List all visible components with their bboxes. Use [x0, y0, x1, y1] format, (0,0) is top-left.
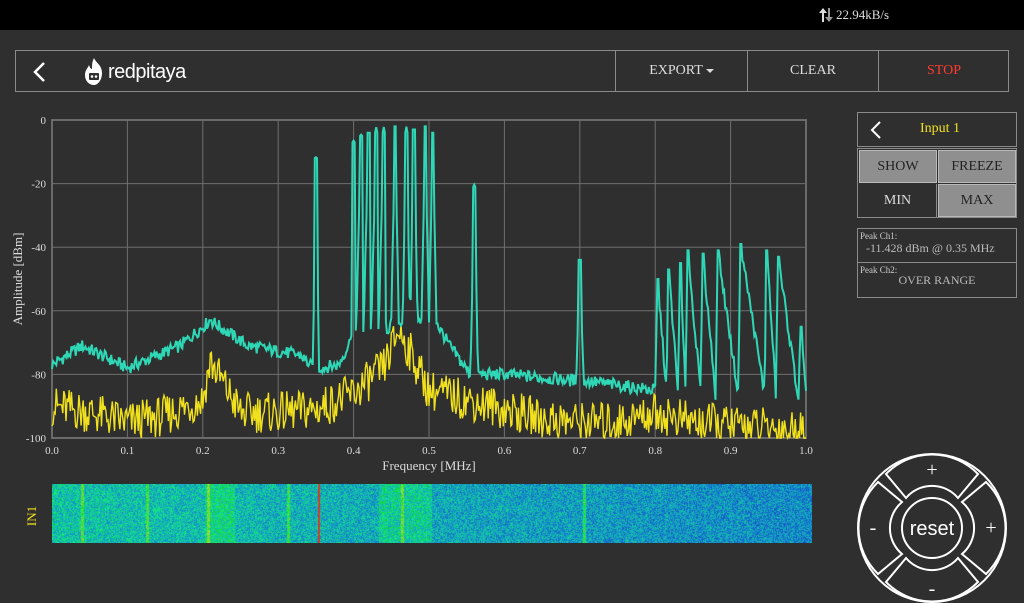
series-line-current: [51, 324, 806, 441]
spectrum-plot[interactable]: 0.0 0.1 0.2 0.3 0.4 0.5 0.6 0.7 0.8 0.9 1.0 0 -20 -40…: [0, 110, 830, 480]
display-mode-buttons: SHOW FREEZE MIN MAX: [857, 148, 1017, 218]
x-tick-label: 0.7: [573, 445, 587, 457]
navigation-pad-graphic: + - - + reset: [857, 453, 1007, 603]
input-selector: Input 1: [857, 112, 1017, 147]
show-button[interactable]: SHOW: [859, 150, 937, 183]
export-button[interactable]: EXPORT: [615, 51, 747, 91]
peak-readout: Peak Ch1: -11.428 dBm @ 0.35 MHz Peak Ch…: [857, 228, 1017, 298]
x-tick-label: 0.3: [271, 445, 285, 457]
flame-logo-icon: [85, 58, 102, 85]
pan-right-button[interactable]: +: [960, 480, 1007, 576]
x-tick-label: 0.9: [724, 445, 738, 457]
zoom-out-x-label: -: [870, 517, 877, 539]
pan-left-button[interactable]: -: [857, 480, 904, 576]
waterfall-display: [52, 484, 812, 543]
pan-down-button[interactable]: -: [884, 556, 980, 603]
data-transfer-icon: [819, 8, 833, 22]
x-tick-label: 0.6: [498, 445, 512, 457]
y-tick-label: -60: [31, 306, 46, 318]
chevron-left-icon: [870, 121, 881, 139]
freeze-button[interactable]: FREEZE: [938, 150, 1016, 183]
x-tick-label: 0.8: [648, 445, 662, 457]
top-toolbar: redpitaya EXPORT CLEAR STOP: [15, 50, 1009, 92]
x-tick-label: 0.5: [422, 445, 436, 457]
peak-ch2-label: Peak Ch2:: [860, 265, 898, 275]
logo: redpitaya: [82, 57, 186, 87]
reset-label: reset: [910, 518, 955, 540]
max-button[interactable]: MAX: [938, 184, 1016, 217]
back-button[interactable]: [22, 55, 54, 89]
transfer-rate-text: 22.94kB/s: [836, 7, 890, 22]
status-bar: 22.94kB/s: [0, 0, 1024, 30]
x-tick-label: 0.4: [347, 445, 361, 457]
stop-button[interactable]: STOP: [878, 51, 1009, 91]
spectrum-chart[interactable]: 0.0 0.1 0.2 0.3 0.4 0.5 0.6 0.7 0.8 0.9 1.0 0 -20 -40…: [0, 110, 830, 480]
chevron-left-icon: [33, 62, 45, 82]
zoom-in-x-label: +: [985, 517, 996, 539]
y-tick-label: 0: [41, 115, 47, 127]
zoom-in-y-label: +: [926, 459, 937, 481]
min-button[interactable]: MIN: [859, 184, 937, 217]
x-tick-label: 0.2: [196, 445, 210, 457]
input-title: Input 1: [919, 121, 961, 136]
y-tick-label: -40: [31, 242, 46, 254]
clear-button[interactable]: CLEAR: [747, 51, 878, 91]
waterfall-channel-label: IN1: [24, 505, 39, 527]
y-tick-label: -100: [26, 433, 47, 445]
peak-ch1-label: Peak Ch1:: [860, 231, 898, 241]
x-tick-label: 0.0: [45, 445, 59, 457]
peak-ch1-row: Peak Ch1: -11.428 dBm @ 0.35 MHz: [858, 229, 1016, 263]
stop-label: STOP: [927, 63, 961, 78]
clear-label: CLEAR: [790, 63, 836, 78]
logo-text: redpitaya: [108, 60, 186, 83]
input-back-button[interactable]: [866, 119, 888, 141]
x-axis-label: Frequency [MHz]: [382, 458, 476, 473]
transfer-rate: 22.94kB/s: [819, 7, 889, 23]
x-tick-label: 0.1: [121, 445, 135, 457]
export-label: EXPORT: [649, 63, 703, 78]
peak-ch2-value: OVER RANGE: [898, 273, 976, 287]
y-axis-label: Amplitude [dBm]: [10, 233, 25, 326]
reset-button[interactable]: reset: [901, 497, 963, 559]
series-line-max: [51, 125, 807, 400]
y-tick-label: -80: [31, 369, 46, 381]
zoom-out-y-label: -: [929, 578, 936, 600]
navigation-pad: + - - + reset: [856, 452, 1008, 603]
peak-ch1-value: -11.428 dBm @ 0.35 MHz: [866, 241, 995, 255]
pan-up-button[interactable]: +: [884, 453, 980, 500]
x-tick-label: 1.0: [799, 445, 813, 457]
caret-down-icon: [705, 69, 714, 73]
y-tick-label: -20: [31, 179, 46, 191]
